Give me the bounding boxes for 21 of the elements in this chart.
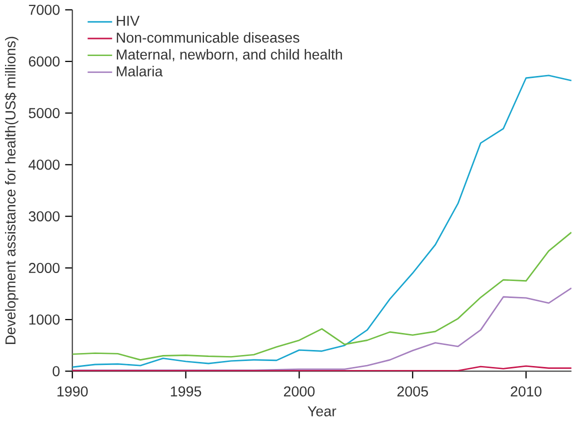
legend-label: HIV bbox=[116, 16, 140, 26]
y-tick-label: 2000 bbox=[28, 262, 60, 273]
legend-label: Non-communicable diseases bbox=[116, 32, 300, 43]
line-series bbox=[72, 232, 572, 361]
x-tick-label: 2010 bbox=[510, 386, 542, 396]
y-tick-label: 4000 bbox=[28, 160, 60, 170]
legend-label: Maternal, newborn, and child health bbox=[116, 48, 342, 62]
y-tick-label: 1000 bbox=[29, 314, 60, 325]
y-tick-label: 7000 bbox=[28, 4, 60, 15]
x-tick-label: 1990 bbox=[58, 386, 88, 396]
legend-label: Malaria bbox=[116, 66, 163, 76]
x-axis-title: Year bbox=[308, 406, 336, 416]
x-tick-label: 1995 bbox=[170, 386, 202, 396]
y-tick-label: 6000 bbox=[28, 56, 60, 66]
x-tick-label: 2005 bbox=[397, 386, 428, 396]
x-tick-label: 2000 bbox=[284, 386, 315, 396]
y-axis-title: Development assistance for health(US$ millions) bbox=[4, 36, 18, 344]
y-tick-label: 3000 bbox=[28, 211, 60, 222]
y-tick-label: 0 bbox=[52, 366, 60, 376]
line-series bbox=[72, 74, 572, 368]
y-tick-label: 5000 bbox=[28, 108, 60, 118]
